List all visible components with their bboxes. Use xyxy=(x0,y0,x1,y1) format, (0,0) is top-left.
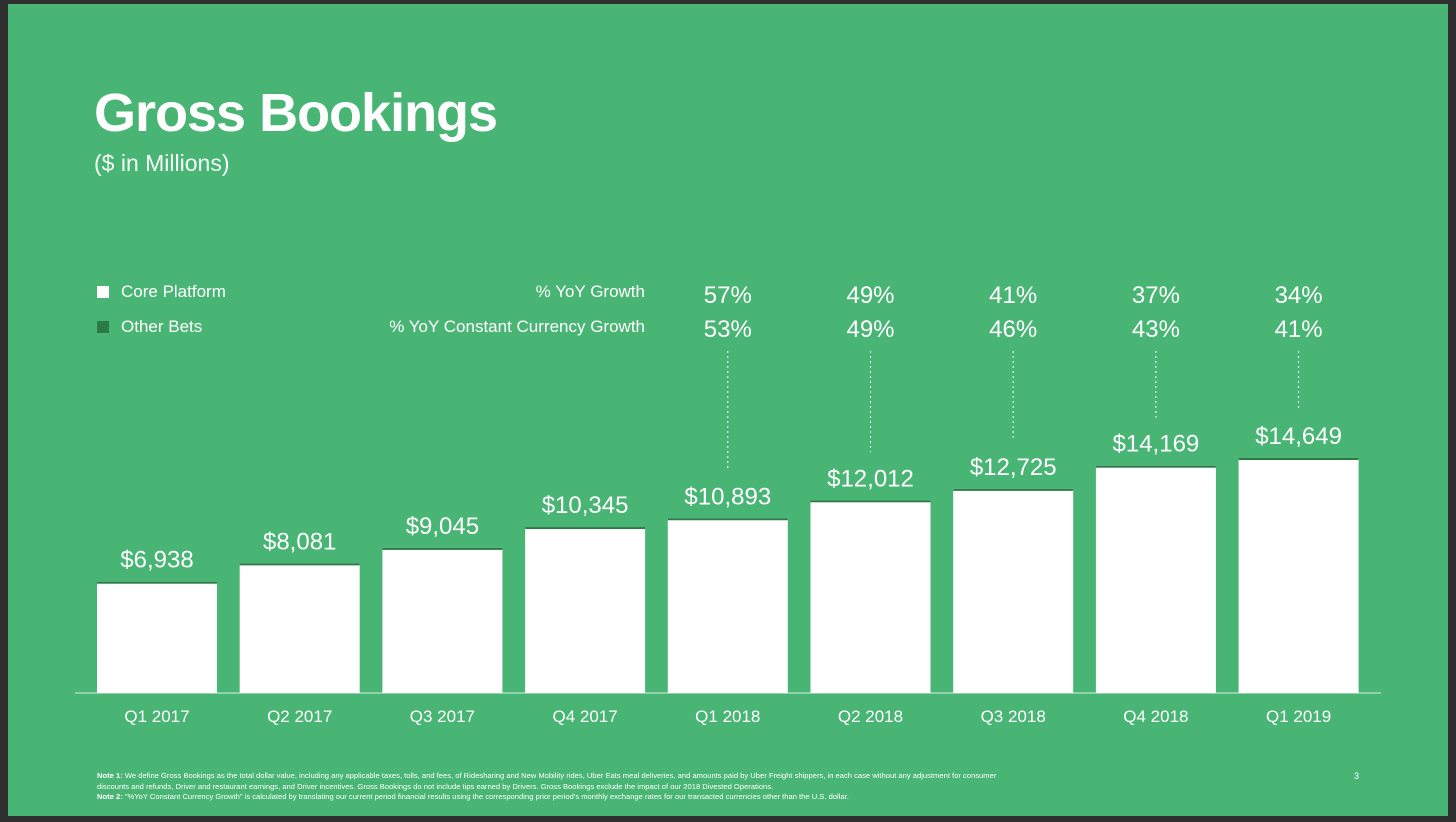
bar-other-bets xyxy=(1238,458,1359,460)
bar-other-bets xyxy=(382,547,503,550)
footnote-2: Note 2: "%YoY Constant Currency Growth" … xyxy=(97,792,849,802)
bar-core-platform xyxy=(382,547,503,693)
x-tick-label: Q4 2017 xyxy=(552,707,617,726)
yoy-growth-value: 49% xyxy=(846,282,894,309)
bar-core-platform xyxy=(1095,465,1216,693)
other-bets-swatch xyxy=(97,321,109,333)
slide: Gross Bookings ($ in Millions) Core Plat… xyxy=(8,4,1448,816)
x-tick-label: Q2 2017 xyxy=(267,707,332,726)
yoy-cc-growth-value: 41% xyxy=(1275,316,1323,343)
bar-value-label: $8,081 xyxy=(263,528,336,555)
yoy-cc-growth-value: 46% xyxy=(989,316,1037,343)
bar-value-label: $6,938 xyxy=(120,547,193,574)
page-number: 3 xyxy=(1354,771,1360,781)
bar-other-bets xyxy=(810,500,931,503)
yoy-growth-value: 57% xyxy=(704,282,752,309)
x-tick-label: Q3 2018 xyxy=(981,707,1046,726)
gross-bookings-chart: $6,938 Q1 2017 $8,081 Q2 2017 $9,045 Q3 2017 $… xyxy=(75,282,1381,726)
legend-other-bets: Other Bets xyxy=(97,317,202,337)
yoy-cc-growth-label: % YoY Constant Currency Growth xyxy=(389,317,645,336)
bar-core-platform xyxy=(953,488,1074,693)
x-tick-label: Q2 2018 xyxy=(838,707,903,726)
x-tick-label: Q1 2019 xyxy=(1266,707,1331,726)
slide-title: Gross Bookings xyxy=(94,83,498,143)
legend-core-platform: Core Platform xyxy=(97,282,226,302)
bar-other-bets xyxy=(1095,465,1216,468)
bar-other-bets xyxy=(239,563,360,566)
bar-other-bets xyxy=(953,488,1074,491)
x-tick-label: Q3 2017 xyxy=(410,707,475,726)
x-tick-label: Q1 2017 xyxy=(124,707,189,726)
bar-core-platform xyxy=(239,563,360,693)
bar-value-label: $10,893 xyxy=(684,483,771,510)
bar-core-platform xyxy=(810,500,931,693)
legend-core-platform-label: Core Platform xyxy=(121,282,226,301)
legend-other-bets-label: Other Bets xyxy=(121,317,203,336)
yoy-cc-growth-value: 49% xyxy=(846,316,894,343)
yoy-growth-value: 37% xyxy=(1132,282,1180,309)
yoy-cc-growth-value: 43% xyxy=(1132,316,1180,343)
yoy-growth-value: 41% xyxy=(989,282,1037,309)
bar-other-bets xyxy=(667,518,788,521)
bar-other-bets xyxy=(97,581,217,584)
footnotes: Note 1: We define Gross Bookings as the … xyxy=(97,771,1017,803)
yoy-cc-growth-value: 53% xyxy=(704,316,752,343)
bar-core-platform xyxy=(97,581,217,693)
bar-value-label: $14,169 xyxy=(1113,431,1200,458)
bar-value-label: $14,649 xyxy=(1255,423,1342,450)
slide-subtitle: ($ in Millions) xyxy=(94,150,230,176)
bar-core-platform xyxy=(525,527,646,693)
bar-core-platform xyxy=(667,518,788,693)
bar-other-bets xyxy=(525,527,646,530)
yoy-growth-value: 34% xyxy=(1275,282,1323,309)
bar-core-platform xyxy=(1238,458,1359,693)
x-tick-label: Q1 2018 xyxy=(695,707,760,726)
bar-value-label: $10,345 xyxy=(542,492,629,519)
footnote-1: Note 1: We define Gross Bookings as the … xyxy=(97,771,997,791)
yoy-growth-label: % YoY Growth xyxy=(535,282,645,301)
bar-value-label: $9,045 xyxy=(406,513,479,540)
core-platform-swatch xyxy=(97,286,109,298)
bar-value-label: $12,725 xyxy=(970,454,1057,481)
bar-value-label: $12,012 xyxy=(827,465,914,492)
x-tick-label: Q4 2018 xyxy=(1123,707,1188,726)
